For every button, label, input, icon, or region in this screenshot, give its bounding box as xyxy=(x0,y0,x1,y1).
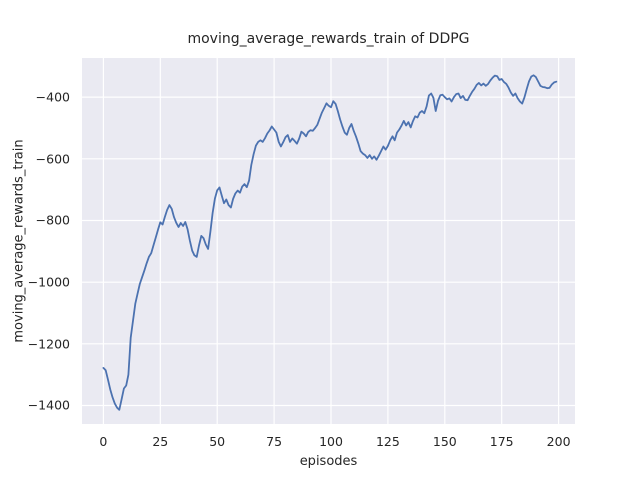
y-axis-label: moving_average_rewards_train xyxy=(11,139,27,343)
y-tick-label: −400 xyxy=(35,89,70,105)
x-tick-label: 150 xyxy=(432,434,457,449)
axes-background xyxy=(82,58,575,424)
chart-title: moving_average_rewards_train of DDPG xyxy=(187,31,470,47)
y-tick-label: −1400 xyxy=(27,397,70,413)
series-line-DDPG xyxy=(102,74,558,411)
x-axis-label: episodes xyxy=(299,454,358,469)
y-tick-label: −1200 xyxy=(27,336,70,352)
y-tick-label: −1000 xyxy=(27,274,70,290)
y-tick-label: −800 xyxy=(35,212,70,228)
x-tick-label: 50 xyxy=(209,434,226,449)
x-tick-label: 125 xyxy=(375,434,400,449)
x-tick-label: 25 xyxy=(152,434,169,449)
x-tick-label: 0 xyxy=(99,434,108,449)
x-tick-label: 75 xyxy=(266,434,283,449)
x-tick-label: 200 xyxy=(546,434,571,449)
x-tick-label: 100 xyxy=(319,434,343,449)
x-tick-label: 175 xyxy=(489,434,514,449)
y-tick-label: −600 xyxy=(35,151,70,167)
